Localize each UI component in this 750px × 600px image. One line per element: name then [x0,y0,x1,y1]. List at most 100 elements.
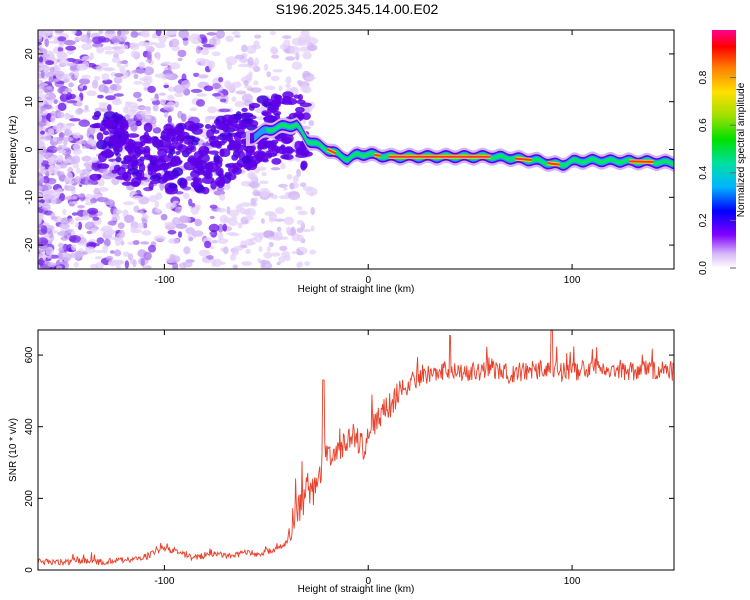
speckle-blob [78,78,91,85]
ridge-blob [181,178,188,189]
speckle-blob [119,229,126,239]
speckle-blob [178,215,189,224]
speckle-blob [271,48,279,55]
speckle-blob [241,261,253,266]
ridge-blob [162,163,168,173]
colorbar-ticks: 0.0 0.2 0.4 0.6 0.8 [698,70,736,275]
speckle-blob [132,259,137,268]
speckle-blob [239,202,252,207]
speckle-blob [72,143,81,151]
speckle-blob [216,207,227,213]
speckle-blob [75,167,81,174]
speckle-blob [211,240,218,244]
speckle-blob [228,209,240,217]
speckle-blob [133,68,146,74]
speckle-blob [192,230,204,237]
ridge-peak [547,161,560,166]
speckle-blob [144,214,149,220]
speckle-blob [90,197,97,204]
ridge-blob [232,113,243,120]
speckle-blob [41,134,52,142]
speckle-blob [162,61,172,65]
speckle-blob [243,215,255,221]
ridge-blob [116,166,126,176]
speckle-blob [244,207,256,217]
speckle-blob [66,124,72,130]
speckle-blob [252,189,261,197]
speckle-blob [177,231,183,238]
ridge-blob [275,98,282,108]
speckle-blob [41,86,46,91]
speckle-blob [118,34,128,42]
speckle-blob [239,207,246,215]
ridge-blob [112,143,120,152]
speckle-blob [270,252,281,257]
speckle-blob [207,106,217,114]
speckle-blob [129,71,136,75]
ridge-blob [201,176,215,184]
speckle-blob [45,246,54,256]
y-tick-label: 10 [24,96,35,108]
speckle-blob [44,38,49,47]
speckle-blob [38,89,44,95]
speckle-blob [82,168,91,176]
speckle-blob [41,254,48,258]
speckle-blob [253,40,260,48]
speckle-blob [97,94,104,99]
speckle-blob [40,106,47,112]
speckle-blob [50,115,56,124]
speckle-blob [98,102,108,106]
speckle-blob [47,165,59,174]
speckle-blob [101,73,110,81]
speckle-blob [57,102,67,111]
ridge-blob [204,124,212,129]
speckle-blob [234,54,245,60]
speckle-blob [232,246,244,251]
speckle-blob [206,32,217,36]
speckle-blob [291,37,303,46]
speckle-blob [175,223,188,229]
speckle-blob [142,265,149,269]
speckle-blob [243,79,249,86]
speckle-blob [167,115,172,124]
speckle-blob [253,80,259,86]
speckle-blob [300,30,310,36]
speckle-blob [130,31,139,38]
speckle-blob [250,87,262,93]
ridge-blob [257,144,263,151]
speckle-blob [140,30,150,38]
spectrogram-ylabel: Frequency (Hz) [8,116,19,185]
speckle-blob [103,67,116,72]
speckle-blob [74,108,83,116]
speckle-blob [110,250,115,254]
speckle-blob [200,58,211,67]
speckle-blob [102,244,108,254]
speckle-blob [285,88,298,92]
ridge-blob [97,163,110,169]
speckle-blob [123,251,130,257]
speckle-blob [47,262,57,268]
speckle-blob [244,85,253,89]
ridge-blob [293,94,300,99]
ridge-peak [629,160,654,163]
speckle-blob [64,112,71,120]
speckle-blob [133,205,140,213]
speckle-blob [308,120,315,127]
speckle-blob [114,249,122,257]
speckle-blob [148,195,158,203]
speckle-blob [115,238,121,247]
speckle-blob [258,187,271,197]
speckle-blob [77,193,85,198]
speckle-blob [211,51,221,57]
speckle-blob [38,67,49,71]
speckle-blob [266,246,271,252]
speckle-blob [53,99,58,105]
speckle-blob [38,216,44,221]
ridge-blob [102,130,110,136]
y-tick-label: 400 [24,418,35,435]
speckle-blob [38,121,46,128]
ridge-blob [96,174,102,179]
ridge-blob [208,150,220,155]
speckle-blob [38,126,42,133]
speckle-blob [71,244,77,251]
